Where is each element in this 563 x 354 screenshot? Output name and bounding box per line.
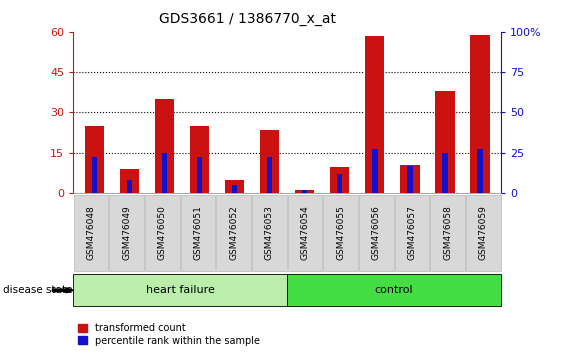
Bar	[435, 91, 454, 193]
Bar	[92, 158, 97, 193]
Text: GSM476051: GSM476051	[194, 205, 203, 260]
Text: GSM476049: GSM476049	[122, 205, 131, 260]
Text: control: control	[375, 285, 413, 295]
Bar	[337, 173, 342, 193]
Legend: transformed count, percentile rank within the sample: transformed count, percentile rank withi…	[78, 323, 260, 346]
Bar	[232, 185, 237, 193]
Bar	[260, 130, 279, 193]
Text: heart failure: heart failure	[146, 285, 215, 295]
Text: GSM476053: GSM476053	[265, 205, 274, 260]
Bar	[443, 153, 448, 193]
Text: GDS3661 / 1386770_x_at: GDS3661 / 1386770_x_at	[159, 12, 336, 27]
Bar	[196, 158, 202, 193]
Text: GSM476057: GSM476057	[408, 205, 417, 260]
Text: disease state: disease state	[3, 285, 72, 295]
Text: GSM476052: GSM476052	[229, 205, 238, 260]
Bar	[365, 36, 385, 193]
Bar	[372, 149, 378, 193]
Bar	[470, 35, 490, 193]
Bar	[225, 179, 244, 193]
Bar	[127, 180, 132, 193]
Bar	[330, 167, 350, 193]
Bar	[120, 169, 139, 193]
Bar	[407, 166, 413, 193]
Bar	[162, 153, 167, 193]
Bar	[267, 158, 272, 193]
Text: GSM476048: GSM476048	[87, 205, 96, 260]
Text: GSM476055: GSM476055	[336, 205, 345, 260]
Text: GSM476054: GSM476054	[301, 205, 310, 260]
Bar	[295, 190, 314, 193]
Text: GSM476050: GSM476050	[158, 205, 167, 260]
Text: GSM476058: GSM476058	[443, 205, 452, 260]
Text: GSM476059: GSM476059	[479, 205, 488, 260]
Bar	[477, 149, 482, 193]
Bar	[190, 126, 209, 193]
Bar	[84, 126, 104, 193]
Bar	[155, 99, 174, 193]
Bar	[302, 190, 307, 193]
Text: GSM476056: GSM476056	[372, 205, 381, 260]
Bar	[400, 165, 419, 193]
